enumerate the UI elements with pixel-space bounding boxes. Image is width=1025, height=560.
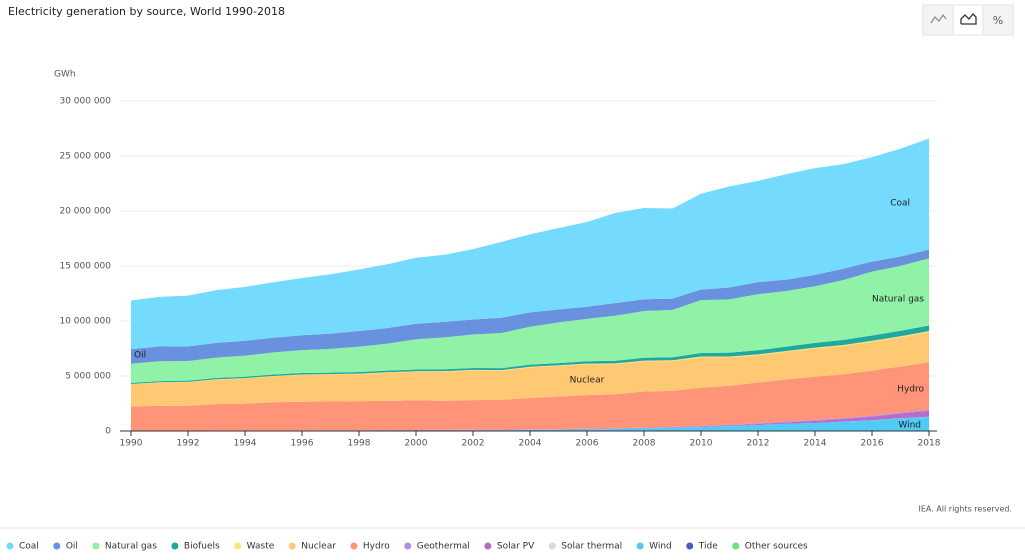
- legend-item[interactable]: Nuclear: [288, 542, 336, 552]
- y-tick-label: 30 000 000: [59, 97, 111, 107]
- legend-label: Waste: [247, 542, 275, 552]
- legend-swatch: [92, 542, 100, 550]
- legend-item[interactable]: Biofuels: [171, 542, 220, 552]
- y-tick-label: 25 000 000: [59, 152, 111, 162]
- x-tick-label: 1992: [177, 439, 200, 449]
- x-tick-label: 2008: [633, 439, 656, 449]
- legend-swatch: [288, 542, 296, 550]
- legend-swatch: [732, 542, 740, 550]
- legend-swatch: [484, 542, 492, 550]
- legend-item[interactable]: Solar thermal: [548, 542, 622, 552]
- legend-swatch: [234, 542, 242, 550]
- area-button[interactable]: [953, 5, 983, 35]
- legend-label: Solar PV: [497, 542, 535, 552]
- area-label: Wind: [898, 421, 921, 431]
- legend-label: Other sources: [745, 542, 808, 552]
- area: [131, 416, 929, 431]
- x-tick-label: 2010: [690, 439, 713, 449]
- legend-swatch: [350, 542, 358, 550]
- line-icon: [930, 13, 947, 24]
- legend: Coal Oil Natural gas Biofuels Waste Nuclear Hy…: [6, 542, 808, 552]
- chart-title: Electricity generation by source, World …: [8, 5, 285, 18]
- legend-swatch: [548, 542, 556, 550]
- legend-item[interactable]: Other sources: [732, 542, 808, 552]
- x-tick-label: 2000: [405, 439, 428, 449]
- legend-label: Oil: [66, 542, 78, 552]
- x-tick-label: 2002: [462, 439, 485, 449]
- legend-item[interactable]: Coal: [6, 542, 39, 552]
- area-label: Oil: [134, 351, 146, 361]
- x-tick-label: 2012: [747, 439, 770, 449]
- area-button-area[interactable]: [953, 5, 983, 35]
- x-tick-label: 1994: [234, 439, 257, 449]
- y-tick-label: 20 000 000: [59, 207, 111, 217]
- x-tick-label: 2004: [519, 439, 542, 449]
- area: [131, 138, 929, 350]
- legend-label: Solar thermal: [561, 542, 622, 552]
- area-label: Natural gas: [872, 295, 924, 305]
- legend-label: Tide: [698, 542, 718, 552]
- legend-swatch: [686, 542, 694, 550]
- legend-label: Hydro: [363, 542, 390, 552]
- y-tick-label: 5 000 000: [65, 372, 111, 382]
- percent-button[interactable]: %: [983, 5, 1013, 35]
- x-tick-label: 1990: [120, 439, 143, 449]
- area-label: Hydro: [897, 385, 924, 395]
- legend-item[interactable]: Natural gas: [92, 542, 157, 552]
- credit: IEA. All rights reserved.: [919, 505, 1013, 514]
- area: [131, 249, 929, 364]
- area: [131, 362, 929, 431]
- legend-label: Coal: [19, 542, 39, 552]
- y-axis-title: GWh: [54, 70, 76, 80]
- x-tick-label: 1998: [348, 439, 371, 449]
- legend-label: Biofuels: [184, 542, 220, 552]
- legend-swatch: [53, 542, 61, 550]
- x-tick-label: 2006: [576, 439, 599, 449]
- view-controls: %: [922, 4, 1014, 36]
- area: [131, 410, 929, 431]
- legend-item[interactable]: Wind: [636, 542, 672, 552]
- legend-swatch: [404, 542, 412, 550]
- x-tick-label: 2014: [804, 439, 827, 449]
- legend-swatch: [6, 542, 14, 550]
- x-tick-label: 2018: [918, 439, 941, 449]
- line-button[interactable]: [923, 5, 953, 35]
- legend-swatch: [636, 542, 644, 550]
- y-tick-label: 0: [105, 427, 111, 437]
- legend-item[interactable]: Solar PV: [484, 542, 535, 552]
- percent-label: %: [993, 14, 1003, 27]
- legend-label: Nuclear: [301, 542, 336, 552]
- y-tick-label: 10 000 000: [59, 317, 111, 327]
- control-active: [952, 4, 984, 36]
- y-tick-label: 15 000 000: [59, 262, 111, 272]
- area: [131, 332, 929, 407]
- legend-label: Natural gas: [105, 542, 157, 552]
- area-icon: [960, 13, 977, 25]
- area: [131, 258, 929, 383]
- legend-item[interactable]: Geothermal: [404, 542, 470, 552]
- legend-item[interactable]: Waste: [234, 542, 275, 552]
- legend-label: Wind: [649, 542, 672, 552]
- legend-swatch: [171, 542, 179, 550]
- legend-label: Geothermal: [417, 542, 470, 552]
- legend-item[interactable]: Oil: [53, 542, 78, 552]
- plot: 0 5 000 000 10 000 000 15 000 000 20 000 000…: [59, 97, 940, 449]
- x-tick-label: 1996: [291, 439, 314, 449]
- area-label: Coal: [890, 199, 910, 209]
- x-tick-label: 2016: [861, 439, 884, 449]
- legend-item[interactable]: Tide: [686, 542, 718, 552]
- legend-item[interactable]: Hydro: [350, 542, 390, 552]
- area-label: Nuclear: [570, 376, 605, 386]
